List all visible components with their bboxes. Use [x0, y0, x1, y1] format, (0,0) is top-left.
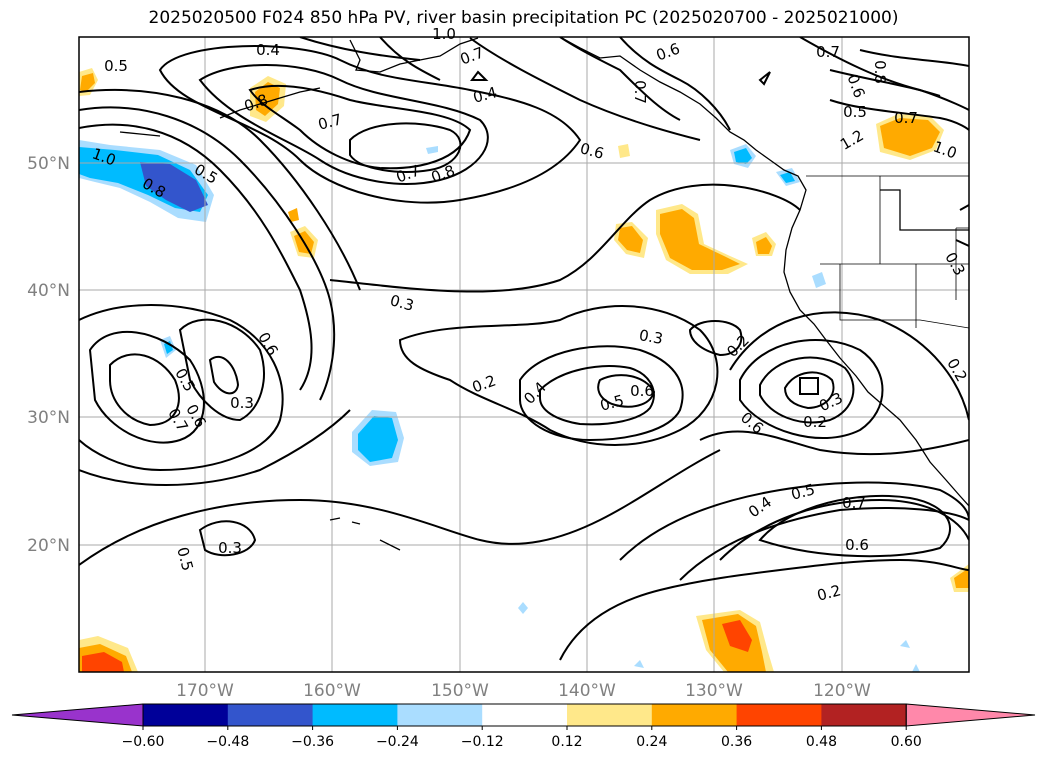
contour-label: 0.7 — [631, 80, 649, 104]
lon-label-130w: 130°W — [685, 681, 743, 701]
colorbar-extend-max — [905, 703, 1036, 727]
colorbar-tick-label: −0.24 — [376, 734, 419, 750]
contour-label: 0.5 — [843, 103, 867, 121]
colorbar-bin — [736, 704, 822, 726]
lat-label-50: 50°N — [27, 154, 70, 174]
colorbar-bin — [143, 704, 229, 726]
contour-label: 0.5 — [789, 480, 817, 504]
contour-label: 0.2 — [815, 581, 843, 605]
colorbar-tick-label: 0.12 — [551, 734, 582, 750]
coastlines — [119, 37, 969, 551]
colorbar-tick-labels: −0.60 −0.48 −0.36 −0.24 −0.12 0.12 0.24 0.36 0.4… — [122, 726, 922, 750]
contour-label: 0.6 — [578, 139, 606, 163]
colorbar-tick-label: 0.48 — [806, 734, 837, 750]
lat-label-20: 20°N — [27, 536, 70, 556]
map-frame — [78, 36, 970, 673]
contour-label: 0.7 — [816, 43, 840, 61]
pv-contours — [79, 37, 969, 661]
contour-label: 0.7 — [316, 110, 344, 134]
contour-label: 0.7 — [842, 494, 866, 512]
contour-label: 0.5 — [598, 391, 626, 415]
contour-label: 0.4 — [471, 83, 499, 107]
map-area — [79, 37, 969, 672]
colorbar-tick-label: −0.60 — [122, 734, 165, 750]
contour-label: 0.3 — [230, 394, 254, 412]
contour-label: 0.5 — [104, 57, 128, 75]
lon-label-160w: 160°W — [303, 681, 361, 701]
colorbar-bin — [227, 704, 314, 726]
contour-label: 0.2 — [803, 413, 827, 431]
contour-label: 0.6 — [630, 382, 654, 400]
colorbar-bin — [312, 704, 398, 726]
lat-label-30: 30°N — [27, 408, 70, 428]
latitude-labels: 50°N 40°N 30°N 20°N — [27, 154, 70, 556]
lat-label-40: 40°N — [27, 281, 70, 301]
colorbar-tick-label: 0.60 — [891, 734, 922, 750]
lon-label-140w: 140°W — [558, 681, 616, 701]
contour-label: 0.3 — [638, 326, 665, 348]
colorbar-tick-label: −0.48 — [206, 734, 249, 750]
contour-label: 0.3 — [388, 291, 416, 315]
longitude-labels: 170°W 160°W 150°W 140°W 130°W 120°W — [176, 681, 871, 701]
colorbar-tick-label: 0.36 — [721, 734, 752, 750]
map-title: 2025020500 F024 850 hPa PV, river basin … — [148, 8, 899, 28]
colorbar-tick-label: −0.12 — [461, 734, 504, 750]
contour-label: 0.3 — [218, 539, 242, 557]
colorbar-bin — [821, 704, 907, 726]
colorbar-bin — [397, 704, 483, 726]
colorbar-extend-min — [11, 703, 144, 727]
contour-label: 0.4 — [256, 41, 280, 59]
colorbar-tick-label: 0.24 — [636, 734, 667, 750]
contour-label: 0.5 — [173, 545, 197, 573]
colorbar-bin — [651, 704, 738, 726]
colorbar-bin — [567, 704, 653, 726]
contour-label: 1.0 — [432, 25, 456, 43]
colorbar-bin — [482, 704, 568, 726]
lon-label-120w: 120°W — [813, 681, 871, 701]
colorbar — [11, 703, 1036, 727]
contour-label: 0.6 — [845, 536, 869, 554]
colorbar-outline — [142, 703, 907, 727]
lon-label-150w: 150°W — [431, 681, 489, 701]
colorbar-tick-label: −0.36 — [291, 734, 334, 750]
contour-label: 0.7 — [894, 109, 918, 127]
contour-label: 0.8 — [871, 60, 889, 84]
lon-label-170w: 170°W — [176, 681, 234, 701]
